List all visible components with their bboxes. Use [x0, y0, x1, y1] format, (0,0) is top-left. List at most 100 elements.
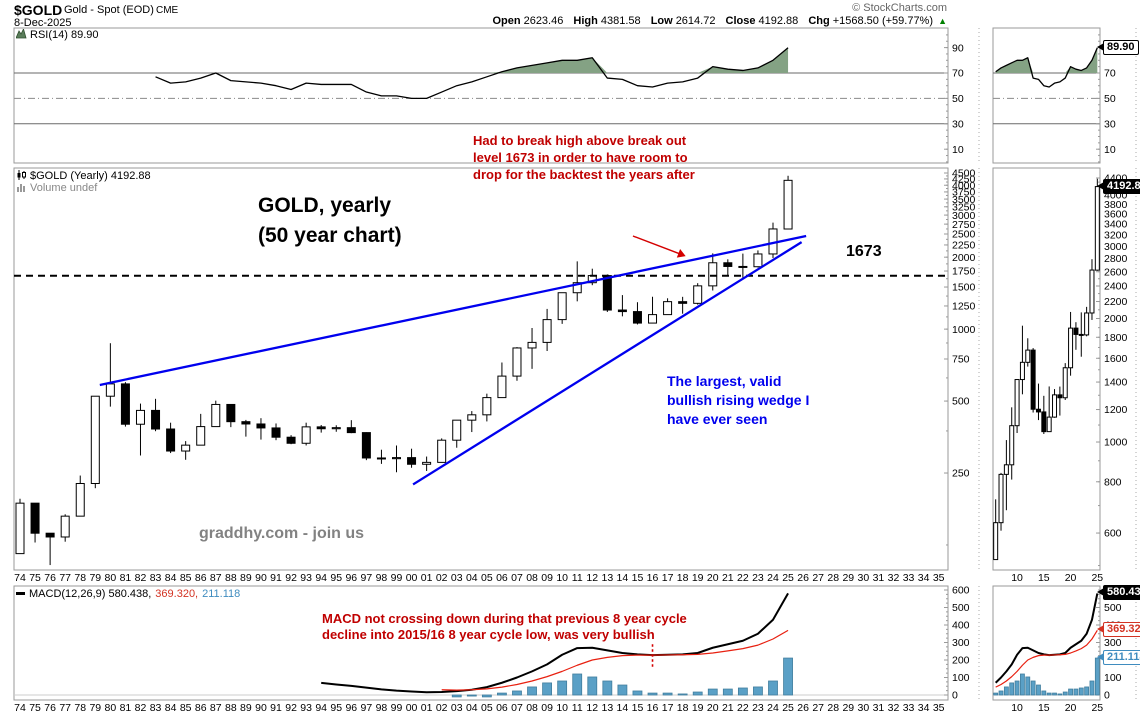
y-axis-label: 70	[1104, 68, 1116, 80]
red-arrow-line	[632, 235, 681, 255]
x-axis-label: 26	[797, 702, 809, 714]
x-axis-label: 20	[707, 572, 719, 584]
breakout-level-label: 1673	[846, 243, 882, 260]
x-axis-label: 14	[617, 572, 629, 584]
x-axis-label: 22	[737, 702, 749, 714]
macd-histogram-bar	[753, 686, 763, 696]
x-axis-label: 35	[933, 572, 945, 584]
candle-body	[346, 427, 356, 434]
macd-histogram-bar	[1046, 692, 1052, 696]
macd-histogram-bar	[587, 676, 598, 696]
x-axis-label: 85	[180, 702, 192, 714]
macd-histogram-bar	[662, 692, 673, 696]
candle-body	[316, 426, 326, 430]
candle-body	[166, 428, 176, 452]
x-axis-label: 77	[59, 702, 71, 714]
x-axis-label: 88	[225, 702, 237, 714]
x-axis-label: 86	[195, 572, 207, 584]
x-axis-label: 04	[466, 572, 478, 584]
macd-histogram-bar	[497, 692, 507, 696]
x-axis-label: 89	[240, 702, 252, 714]
x-axis-label: 82	[135, 702, 147, 714]
candle-body	[301, 426, 311, 444]
x-axis-label: 92	[285, 702, 297, 714]
x-axis-label: 96	[345, 702, 357, 714]
x-axis-label: 83	[150, 572, 162, 584]
macd-histogram-bar	[768, 680, 778, 696]
candle-body	[482, 397, 492, 416]
candle-body	[512, 347, 522, 377]
x-axis-label: 74	[14, 702, 26, 714]
high-label: High	[573, 15, 598, 27]
macd-hist-value: 211.118	[202, 588, 241, 600]
x-axis-label: 78	[74, 702, 86, 714]
candle-body	[361, 432, 371, 459]
x-axis-label: 12	[586, 702, 598, 714]
x-axis-label: 00	[406, 572, 418, 584]
macd-histogram-bar	[1084, 686, 1090, 696]
x-axis-label: 05	[481, 572, 493, 584]
x-axis-label: 18	[677, 702, 689, 714]
symbol-name: Gold - Spot (EOD)	[64, 4, 154, 16]
y-axis-label: 1000	[952, 324, 976, 336]
x-axis-label: 33	[903, 702, 915, 714]
x-axis-label: 23	[752, 572, 764, 584]
macd-legend: MACD(12,26,9) 580.438, 369.320, 211.118	[16, 588, 240, 600]
rsi-label: RSI(14) 89.90	[30, 29, 99, 41]
y-axis-label: 1000	[1104, 437, 1128, 449]
y-axis-label: 600	[1104, 528, 1122, 540]
up-triangle-icon: ▲	[938, 16, 947, 26]
x-axis-label: 25	[1091, 572, 1103, 584]
x-axis-label: 97	[361, 702, 373, 714]
x-axis-label: 81	[120, 702, 132, 714]
candle-body	[256, 423, 266, 429]
candle-body	[783, 179, 793, 230]
price-legend: $GOLD (Yearly) 4192.88	[16, 170, 151, 183]
x-axis-label: 07	[511, 572, 523, 584]
x-axis-label: 79	[89, 572, 101, 584]
exchange: CME	[156, 5, 179, 16]
x-axis-label: 94	[315, 702, 327, 714]
x-axis-label: 07	[511, 702, 523, 714]
macd-cycle-note-line2: decline into 2015/16 8 year cycle low, w…	[322, 627, 655, 642]
candle-body	[572, 282, 582, 294]
macd-line	[321, 592, 789, 694]
candle-body	[1019, 361, 1025, 381]
candle-body	[105, 383, 115, 397]
candle-body	[1025, 349, 1031, 363]
macd-panel-frame	[13, 585, 949, 701]
y-axis-label: 300	[952, 637, 970, 649]
candle-body	[1089, 269, 1095, 314]
candle-body	[392, 457, 401, 460]
macd-histogram-bar	[993, 692, 999, 696]
macd-histogram-bar	[783, 657, 793, 696]
x-axis-label: 34	[918, 572, 930, 584]
x-axis-label: 20	[1065, 572, 1077, 584]
candle-body	[241, 421, 251, 425]
x-axis-label: 10	[556, 702, 568, 714]
x-axis-label: 01	[421, 702, 433, 714]
macd-histogram-bar	[737, 687, 748, 696]
candle-body	[617, 309, 627, 313]
breakout-note-line3: drop for the backtest the years after	[473, 167, 695, 182]
y-axis-label: 100	[952, 672, 970, 684]
x-axis-label: 91	[270, 572, 282, 584]
candle-body	[120, 383, 130, 425]
y-axis-label: 4500	[952, 168, 976, 180]
macd-histogram-bar	[1041, 690, 1047, 696]
candle-body	[1030, 349, 1036, 410]
y-axis-label: 1400	[1104, 377, 1128, 389]
x-axis-label: 28	[827, 702, 839, 714]
candle-body	[693, 285, 703, 304]
wedge-note-line2: bullish rising wedge I	[667, 392, 810, 408]
x-axis-label: 08	[526, 572, 538, 584]
x-axis-label: 17	[662, 702, 674, 714]
y-axis-label: 800	[1104, 476, 1122, 488]
x-axis-label: 79	[89, 702, 101, 714]
candle-body	[678, 301, 688, 304]
x-axis-label: 87	[210, 702, 222, 714]
candle-body	[1035, 408, 1041, 413]
macd-histogram-bar	[602, 680, 613, 696]
candle-body	[1041, 411, 1047, 433]
